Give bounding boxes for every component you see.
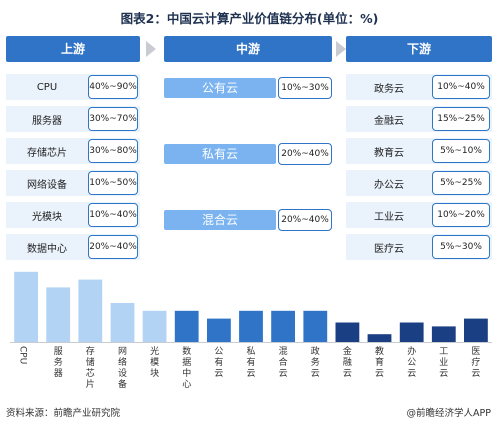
row-label: 金融云 <box>374 115 404 127</box>
upstream-row: 数据中心 20%~40% <box>6 234 140 260</box>
midstream-row: 混合云 20%~40% <box>164 209 332 231</box>
bar-4 <box>110 303 135 342</box>
source-note: 资料来源：前瞻产业研究院 <box>6 408 121 419</box>
downstream-row: 办公云 5%~25% <box>346 170 492 196</box>
row-range: 10%~50% <box>88 171 138 195</box>
row-label: 政务云 <box>374 83 404 95</box>
row-label: CPU <box>36 81 58 93</box>
row-label: 私有云 <box>164 144 276 164</box>
row-range: 10%~20% <box>432 203 490 227</box>
upstream-row: 网络设备 10%~50% <box>6 170 140 196</box>
row-label: 存储芯片 <box>27 147 67 159</box>
row-label: 公有云 <box>164 78 276 98</box>
tick-label: 私有云 <box>246 346 255 379</box>
row-label: 数据中心 <box>27 243 67 255</box>
tick-label: 存储芯片 <box>86 345 95 390</box>
row-range: 15%~25% <box>432 107 490 131</box>
downstream-row: 政务云 10%~40% <box>346 74 492 100</box>
row-range: 10%~40% <box>432 75 490 99</box>
bar-14 <box>431 326 456 342</box>
bar-6 <box>174 310 199 342</box>
tick-label: 网络设备 <box>118 346 127 390</box>
upstream-row: CPU 40%~90% <box>6 74 140 100</box>
row-label: 光模块 <box>32 211 62 223</box>
row-label: 混合云 <box>164 210 276 230</box>
upstream-row: 光模块 10%~40% <box>6 202 140 228</box>
downstream-row: 金融云 15%~25% <box>346 106 492 132</box>
row-range: 20%~40% <box>278 143 332 165</box>
row-range: 30%~80% <box>88 139 138 163</box>
tick-label: 数据中心 <box>182 345 191 390</box>
row-range: 40%~90% <box>88 75 138 99</box>
tick-label: 办公云 <box>407 345 416 379</box>
row-label: 工业云 <box>374 211 404 223</box>
tick-label: 政务云 <box>311 345 320 379</box>
row-range: 20%~40% <box>88 235 138 259</box>
upstream-row: 存储芯片 30%~80% <box>6 138 140 164</box>
row-range: 30%~70% <box>88 107 138 131</box>
downstream-row: 教育云 5%~10% <box>346 138 492 164</box>
row-range: 5%~10% <box>432 139 490 163</box>
tick-label: 工业云 <box>439 347 448 379</box>
row-range: 10%~30% <box>278 77 332 99</box>
row-label: 网络设备 <box>27 179 67 191</box>
row-range: 5%~25% <box>432 171 490 195</box>
stage-header-downstream: 下游 <box>346 36 492 62</box>
bar-8 <box>239 310 263 342</box>
brand-mark: @前瞻经济学人APP <box>406 408 491 419</box>
bar-12 <box>367 334 392 342</box>
bar-10 <box>303 310 328 342</box>
row-range: 10%~40% <box>88 203 138 227</box>
row-label: 服务器 <box>32 115 62 127</box>
downstream-row: 医疗云 5%~30% <box>346 234 492 260</box>
bar-9 <box>271 310 295 342</box>
tick-label: CPU <box>18 346 28 364</box>
tick-label: 光模块 <box>150 345 159 379</box>
bar-15 <box>464 318 488 342</box>
bar-11 <box>335 322 360 342</box>
downstream-row: 工业云 10%~20% <box>346 202 492 228</box>
stage-header-upstream: 上游 <box>6 36 140 62</box>
row-label: 教育云 <box>374 147 404 159</box>
tick-label: 医疗云 <box>471 346 480 379</box>
bar-7 <box>207 318 231 342</box>
stage-header-midstream: 中游 <box>164 36 332 62</box>
tick-label: 教育云 <box>375 345 384 379</box>
bar-1 <box>14 271 38 342</box>
page-title: 图表2：中国云计算产业价值链分布(单位：%) <box>120 11 379 26</box>
row-range: 5%~30% <box>432 235 490 259</box>
row-label: 办公云 <box>374 179 404 191</box>
bar-5 <box>142 310 167 342</box>
arrow-icon <box>146 41 156 57</box>
tick-label: 混合云 <box>279 346 288 379</box>
bar-13 <box>399 322 424 342</box>
arrow-icon <box>336 41 346 57</box>
tick-label: 服务器 <box>54 346 63 379</box>
row-label: 医疗云 <box>374 243 404 255</box>
bar-2 <box>46 287 71 342</box>
bar-chart: CPU 服务器 存储芯片 网络设备 光模块 数据中心 公有云 私有云 混合云 政务云 金融云 教育云 办… <box>10 271 492 390</box>
upstream-row: 服务器 30%~70% <box>6 106 140 132</box>
bar-3 <box>78 279 103 342</box>
tick-label: 金融云 <box>343 345 352 379</box>
tick-label: 公有云 <box>214 346 223 379</box>
midstream-row: 公有云 10%~30% <box>164 77 332 99</box>
row-range: 20%~40% <box>278 209 332 231</box>
midstream-row: 私有云 20%~40% <box>164 143 332 165</box>
